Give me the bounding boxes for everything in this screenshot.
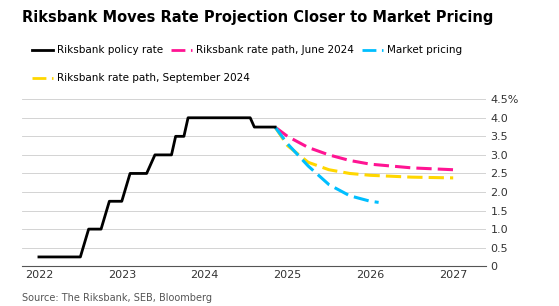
Legend: Riksbank rate path, September 2024: Riksbank rate path, September 2024 — [27, 69, 254, 88]
Text: Source: The Riksbank, SEB, Bloomberg: Source: The Riksbank, SEB, Bloomberg — [22, 293, 212, 303]
Text: Riksbank Moves Rate Projection Closer to Market Pricing: Riksbank Moves Rate Projection Closer to… — [22, 10, 494, 25]
